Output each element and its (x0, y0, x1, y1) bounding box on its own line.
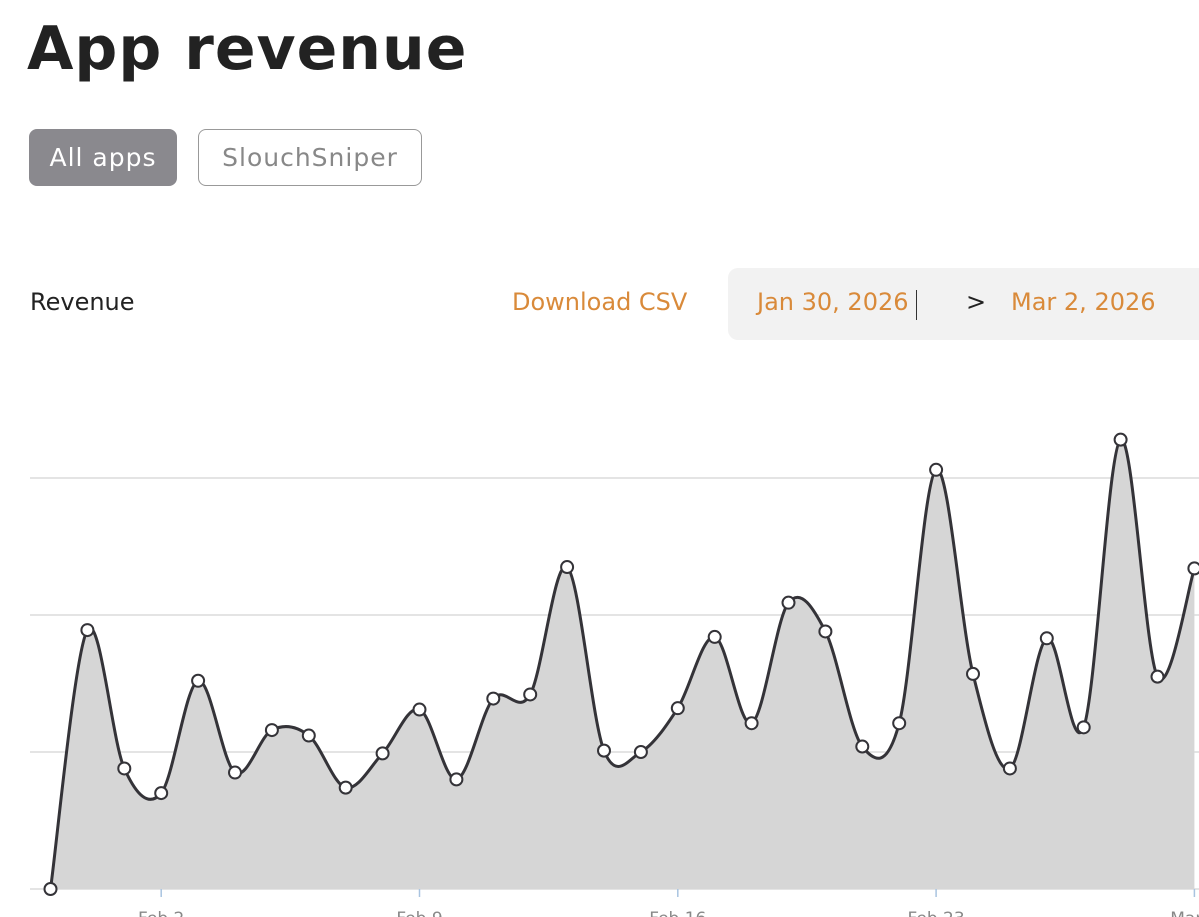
point (1076, 720, 1091, 735)
point (929, 462, 944, 477)
point (228, 765, 242, 780)
filter-button[interactable]: All apps (29, 129, 177, 186)
point (191, 673, 206, 688)
point (707, 629, 722, 644)
x-tick-label: Feb 23 (908, 909, 965, 917)
point (966, 666, 980, 681)
point (560, 560, 575, 575)
text-caret (916, 290, 917, 320)
area (50, 439, 1195, 889)
point (670, 701, 685, 716)
point (818, 624, 833, 639)
point (117, 761, 132, 776)
point (1113, 432, 1128, 447)
point (264, 723, 279, 738)
point (1187, 561, 1199, 576)
point (744, 716, 759, 731)
point (43, 882, 58, 896)
point (375, 746, 390, 761)
point (449, 772, 464, 787)
point (1150, 669, 1165, 684)
point (412, 702, 427, 717)
section-label: Revenue (30, 288, 135, 316)
point (597, 743, 611, 758)
date-range (728, 268, 1199, 340)
point (855, 739, 870, 754)
filter-button[interactable]: SlouchSniper (198, 129, 422, 186)
point (80, 623, 95, 638)
point (523, 687, 538, 702)
x-tick-label: Mar 2 (1170, 909, 1199, 917)
date-separator: > (966, 288, 987, 316)
page-title: App revenue (27, 14, 468, 84)
date-end[interactable]: Mar 2, 2026 (1011, 288, 1156, 316)
point (154, 786, 169, 801)
point (1002, 761, 1017, 776)
point (301, 728, 316, 743)
download-link[interactable]: Download CSV (512, 288, 688, 316)
point (633, 745, 648, 759)
point (1039, 631, 1054, 646)
point (338, 780, 353, 795)
date-start[interactable]: Jan 30, 2026 (757, 288, 909, 316)
x-tick-label: Feb 2 (138, 909, 184, 917)
x-tick-label: Feb 9 (396, 909, 442, 917)
x-tick-label: Feb 16 (649, 909, 706, 917)
point (892, 716, 907, 731)
point (781, 595, 796, 610)
point (486, 691, 501, 706)
